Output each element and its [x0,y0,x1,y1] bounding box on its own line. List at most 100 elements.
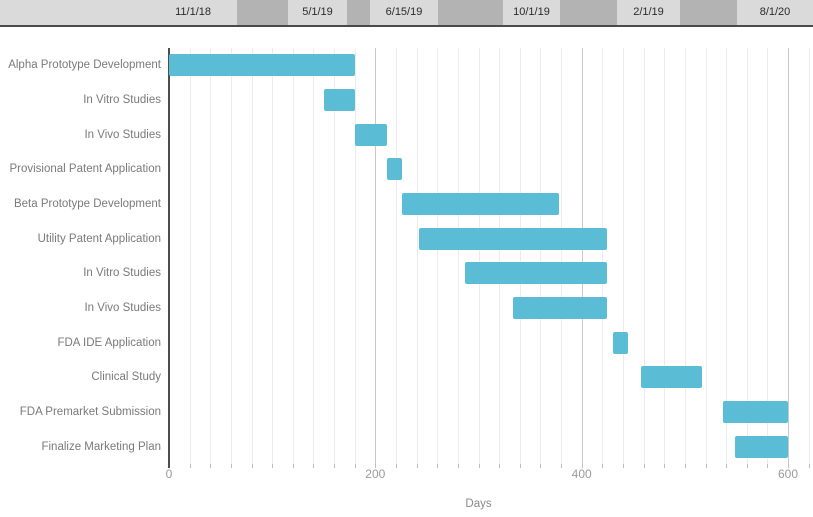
x-axis-tick [499,464,501,468]
x-axis-tick [396,464,397,468]
timeline-header-date-4: 6/15/19 [370,0,438,25]
x-axis-tick [354,464,356,468]
major-gridline [788,48,789,464]
gantt-bar [465,262,608,285]
y-axis-line [168,48,170,468]
task-label: FDA Premarket Submission [19,406,161,418]
gantt-bar [402,193,559,215]
x-axis-tick [561,464,562,468]
x-axis-tick [808,464,810,468]
timeline-header-date-0: 11/1/18 [0,0,237,25]
x-axis-tick [230,464,232,468]
minor-gridline [602,48,604,464]
minor-gridline [272,48,274,464]
minor-gridline [416,48,418,464]
x-tick-label: 600 [777,467,799,481]
minor-gridline [189,48,191,464]
timeline-header: 11/1/18 5/1/19 6/15/19 10/1/19 2/1/19 8/1/20 [0,0,813,27]
task-label: Beta Prototype Development [13,198,161,210]
minor-gridline [251,48,253,464]
minor-gridline [767,48,769,464]
minor-gridline [561,48,562,464]
gantt-bar [169,54,355,77]
x-axis-tick [746,464,748,468]
x-axis-tick [189,464,191,468]
timeline-header-spacer-7 [560,0,617,25]
minor-gridline [726,48,728,464]
gantt-bar [512,297,608,319]
gantt-bar [323,89,355,111]
x-axis-tick [375,464,377,468]
task-label: Alpha Prototype Development [8,59,161,72]
minor-gridline [354,48,356,464]
minor-gridline [540,48,542,464]
minor-gridline [396,48,397,464]
x-axis-tick [478,464,480,468]
task-label: Clinical Study [91,371,161,384]
minor-gridline [808,48,810,464]
minor-gridline [643,48,645,464]
gantt-bar [354,123,387,146]
x-tick-label: 200 [365,467,386,481]
x-tick-label: 0 [165,467,173,481]
x-axis-tick [664,464,666,468]
gantt-bar [612,331,629,354]
task-label: Provisional Patent Application [9,163,161,176]
x-axis-tick [313,464,315,468]
timeline-header-spacer-3 [347,0,370,25]
x-axis-tick [643,464,645,468]
gantt-bar [735,435,788,458]
x-axis-tick [416,464,418,468]
gantt-bar [386,158,403,181]
timeline-header-date-6: 10/1/19 [503,0,560,25]
minor-gridline [478,48,480,464]
task-label: In Vivo Studies [84,128,161,141]
minor-gridline [437,48,439,464]
x-axis-title: Days [465,498,492,510]
x-axis-tick [602,464,604,468]
gantt-bar [723,401,788,423]
x-axis-tick [767,464,769,468]
minor-gridline [622,48,624,464]
x-axis-tick [622,464,624,468]
minor-gridline [684,48,686,464]
major-gridline [581,48,583,464]
timeline-header-spacer-1 [237,0,288,25]
task-label: In Vitro Studies [83,94,161,106]
x-axis-tick [540,464,542,468]
minor-gridline [292,48,294,464]
task-label: FDA IDE Application [57,336,161,349]
x-axis-tick [581,464,583,468]
gantt-bar [418,227,608,250]
minor-gridline [313,48,315,464]
x-axis-tick [272,464,274,468]
timeline-header-spacer-5 [438,0,503,25]
timeline-header-spacer-9 [680,0,737,25]
minor-gridline [705,48,707,464]
minor-gridline [746,48,748,464]
x-axis-tick [457,464,459,468]
minor-gridline [499,48,501,464]
x-axis-tick [684,464,686,468]
minor-gridline [334,48,336,464]
timeline-header-date-10: 8/1/20 [737,0,813,25]
x-axis-tick [292,464,294,468]
minor-gridline [519,48,521,464]
timeline-header-date-2: 5/1/19 [288,0,347,25]
minor-gridline [230,48,232,464]
minor-gridline [457,48,459,464]
x-tick-label: 400 [571,467,592,481]
gantt-chart: Days 0 200 400 600 Alpha Prototype Developme… [0,27,813,517]
x-axis-tick [251,464,253,468]
major-gridline [375,48,377,464]
gantt-bar [640,366,703,389]
x-axis-tick [437,464,439,468]
x-axis-tick [519,464,521,468]
x-axis-tick [726,464,728,468]
x-axis-tick [210,464,212,468]
x-axis-tick [334,464,336,468]
minor-gridline [210,48,212,464]
task-label: In Vitro Studies [83,267,161,280]
minor-gridline [664,48,666,464]
